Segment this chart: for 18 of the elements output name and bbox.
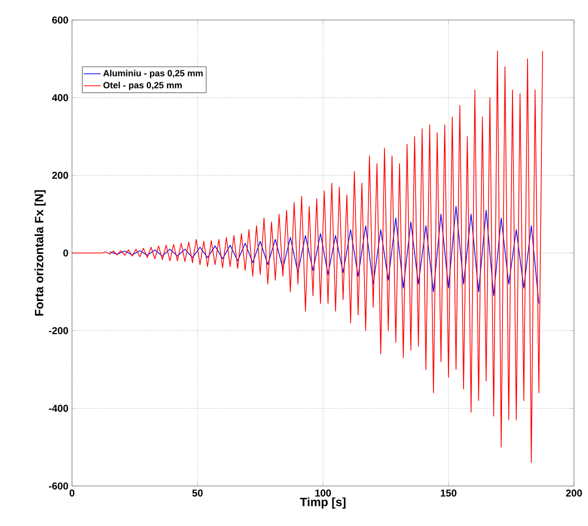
y-tick-label: -600: [48, 482, 68, 490]
x-axis-title: Timp [s]: [300, 497, 346, 509]
x-tick-label: 0: [70, 490, 74, 497]
y-tick-label: 0: [63, 249, 68, 257]
y-tick-label: 200: [52, 172, 68, 179]
y-tick-label: -400: [48, 404, 68, 412]
x-tick-label: 50: [192, 490, 203, 497]
legend-label: Otel - pas 0,25 mm: [103, 82, 182, 90]
y-tick-label: 600: [52, 16, 68, 24]
x-tick-label: 150: [440, 490, 456, 497]
legend-label: Aluminiu - pas 0,25 mm: [103, 70, 203, 78]
x-tick-label: 200: [566, 490, 582, 497]
y-tick-label: -200: [48, 327, 68, 334]
line-series: [109, 206, 540, 304]
y-tick-label: 400: [52, 94, 68, 102]
x-tick-label: 100: [315, 490, 331, 497]
line-series: [72, 50, 544, 464]
y-axis-title: Forta orizontala Fx [N]: [34, 190, 46, 316]
